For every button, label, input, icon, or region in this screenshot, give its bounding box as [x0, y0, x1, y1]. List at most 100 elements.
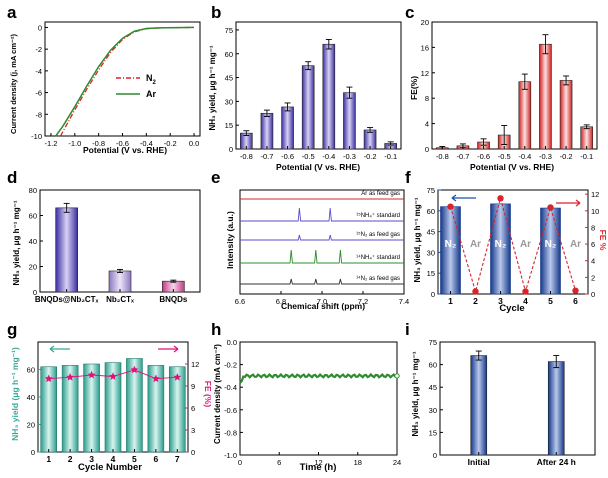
panel-c-bar-4 [518, 81, 532, 150]
panel-b-frame [235, 21, 402, 150]
panel-b-ytick-label-4: 60 [225, 50, 233, 59]
panel-i-ytick-label-4: 60 [429, 361, 437, 370]
panel-h-ytick-label-1: -0.8 [224, 428, 237, 437]
panel-a-ytick-label-4: -2 [35, 45, 42, 54]
panel-f-ytick-label-4: 60 [427, 207, 435, 216]
panel-d-ytick-label-3: 60 [29, 212, 37, 221]
panel-g-fe-point-4 [130, 365, 139, 374]
panel-g-xtick-label-3: 4 [111, 454, 116, 464]
panel-g-letter: g [7, 320, 17, 339]
panel-f-y2tick-label-1: 2 [591, 273, 595, 282]
panel-d-xtick-label-0: BNQDs@Nb₂CTₓ [35, 295, 99, 304]
panel-f-xtick-label-3: 4 [523, 296, 528, 306]
panel-g-y2tick-label-4: 12 [191, 360, 199, 369]
panel-a-ytick-label-5: 0 [38, 23, 42, 32]
panel-b-bar-5 [343, 92, 356, 150]
panel-f-y2tick-label-2: 4 [591, 257, 595, 266]
panel-f-bar-0 [440, 206, 461, 295]
panel-b-xtick-label-7: -0.1 [384, 152, 397, 161]
panel-g-arrow-right [158, 345, 179, 353]
panel-e-trace-label-0: Ar as feed gas [361, 191, 400, 197]
panel-h-xtick-label-3: 18 [354, 458, 362, 467]
panel-g-fe-point-1 [66, 373, 75, 381]
panel-i-bar-1 [547, 361, 565, 456]
panel-f-ytick-label-3: 45 [427, 228, 435, 237]
legend-n2-label: N2 [146, 73, 157, 86]
panel-g-fe-point-3 [109, 372, 117, 380]
panel-e-ylabel: Intensity (a.u.) [225, 211, 235, 269]
panel-a-ytick-label-0: -10 [31, 132, 42, 141]
panel-i-bar-0 [470, 355, 488, 456]
panel-g-y2tick-label-2: 6 [191, 404, 195, 413]
panel-a-xtick-label-3: -0.6 [116, 139, 129, 148]
panel-g-fe-point-5 [151, 374, 160, 383]
panel-a-xlabel: Potential (V vs. RHE) [83, 145, 167, 155]
panel-c-bar-5 [539, 43, 552, 150]
panel-g-bar-6 [168, 366, 186, 453]
panel-c-xtick-label-6: -0.2 [560, 152, 573, 161]
panel-c-ytick-label-3: 12 [421, 69, 429, 78]
panel-g-ytick-label-2: 40 [27, 393, 35, 402]
panel-b-xtick-label-3: -0.5 [302, 152, 315, 161]
panel-d-letter: d [7, 168, 17, 187]
panel-c-ytick-label-1: 4 [425, 120, 429, 129]
panel-c-bar-6 [559, 80, 573, 150]
panel-f-y2tick-label-0: 0 [591, 290, 595, 299]
panel-a-ytick-label-1: -8 [35, 110, 42, 119]
panel-h-end-marker [394, 373, 400, 379]
panel-f-fe-point-1 [472, 288, 479, 295]
panel-a-xtick-label-1: -1.0 [68, 139, 81, 148]
panel-h-letter: h [211, 320, 221, 339]
panel-f-gas-label-0: N₂ [445, 239, 457, 250]
panel-b-letter: b [211, 3, 221, 22]
panel-d-ytick-label-2: 40 [29, 237, 37, 246]
panel-f-fe-point-3 [522, 288, 529, 295]
panel-c-bar-7 [580, 126, 593, 150]
panel-f-xtick-label-4: 5 [548, 296, 553, 306]
panel-f-ytick-label-1: 15 [427, 269, 435, 278]
panel-b-xtick-label-0: -0.8 [240, 152, 253, 161]
panel-c-xtick-label-1: -0.7 [456, 152, 469, 161]
panel-h-xtick-label-0: 0 [238, 458, 242, 467]
panel-c-xtick-label-4: -0.4 [518, 152, 531, 161]
panel-f-bar-4 [540, 207, 561, 295]
panel-a-ylabel: Current density (j, mA cm⁻²) [9, 34, 18, 134]
panel-f-fe-point-4 [547, 204, 554, 211]
panel-e-trace-3 [240, 249, 404, 264]
panel-b-xtick-label-4: -0.4 [322, 152, 335, 161]
panel-g-y2tick-label-1: 3 [191, 426, 195, 435]
panel-f-gas-label-3: Ar [520, 239, 531, 250]
panel-a-letter: a [7, 3, 17, 22]
panel-b-xlabel: Potential (V vs. RHE) [276, 162, 360, 172]
panel-f-fe-point-2 [497, 195, 504, 202]
panel-g-xtick-label-5: 6 [153, 454, 158, 464]
panel-g-ylabel: NH₃ yield (μg h⁻¹ mg⁻¹) [10, 347, 20, 441]
panel-c-ytick-label-0: 0 [425, 145, 429, 154]
panel-g-fe-point-0 [44, 374, 53, 383]
panel-i-ytick-label-0: 0 [433, 451, 437, 460]
panel-d-bar-0 [55, 207, 78, 293]
legend-ar-label: Ar [146, 89, 156, 99]
panel-b-xtick-label-1: -0.7 [260, 152, 273, 161]
panel-f-xtick-label-2: 3 [498, 296, 503, 306]
panel-e-xtick-label-0: 6.6 [235, 297, 245, 306]
panel-f-y2tick-label-4: 8 [591, 223, 595, 232]
panel-a-xtick-label-0: -1.2 [44, 139, 57, 148]
panel-g-arrow-left [49, 345, 70, 353]
panel-b-bar-4 [322, 43, 336, 150]
panel-d-ytick-label-0: 0 [33, 288, 37, 297]
panel-a-ar-curve [55, 26, 195, 137]
panel-f-gas-label-1: Ar [470, 239, 481, 250]
panel-h-ytick-label-3: -0.4 [224, 383, 237, 392]
panel-e-xtick-label-1: 6.8 [276, 297, 286, 306]
panel-i-ytick-label-3: 45 [429, 383, 437, 392]
panel-f-fe-point-0 [447, 203, 454, 210]
panel-b-ylabel: NH₃ yield, μg h⁻¹ mg⁻¹ [208, 45, 217, 130]
panel-h-ytick-label-4: -0.2 [224, 361, 237, 370]
panel-e-xtick-label-4: 7.4 [399, 297, 409, 306]
panel-e-trace-label-1: ¹⁵NH₄⁺ standard [356, 212, 400, 219]
panel-c-ytick-label-4: 16 [421, 43, 429, 52]
panel-c-ytick-label-2: 8 [425, 94, 429, 103]
panel-g-ytick-label-3: 60 [27, 366, 35, 375]
